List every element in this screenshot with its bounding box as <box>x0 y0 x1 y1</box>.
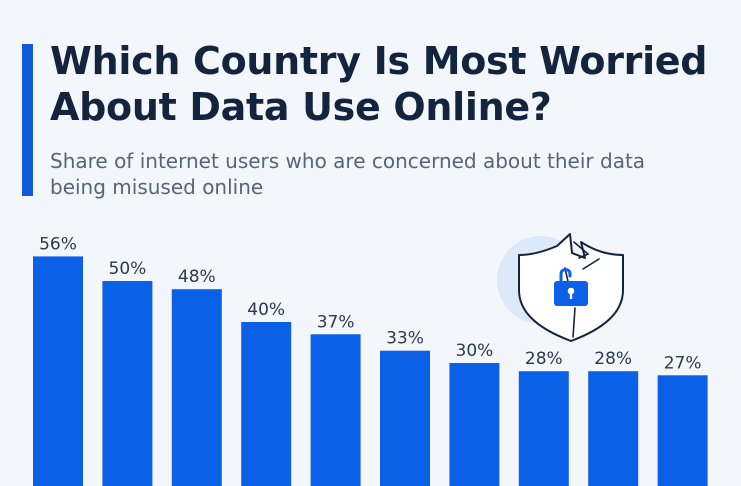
bar <box>380 350 430 486</box>
bar-value-label: 37% <box>317 312 355 332</box>
bar-value-label: 33% <box>386 329 424 349</box>
shield-unlocked-padlock-icon <box>497 233 624 342</box>
bar-value-label: 48% <box>178 267 216 287</box>
bar <box>588 371 639 486</box>
bar <box>657 375 708 486</box>
bar <box>102 281 153 486</box>
title-accent-bar <box>22 44 33 196</box>
page-subtitle: Share of internet users who are concerne… <box>50 149 646 199</box>
bar <box>33 256 83 486</box>
bar <box>449 363 500 486</box>
bar <box>241 322 292 486</box>
bar <box>518 371 569 486</box>
bar <box>310 334 361 486</box>
bar-value-label: 56% <box>39 234 77 254</box>
bar-value-label: 27% <box>664 353 702 373</box>
page-title: Which Country Is Most Worried About Data… <box>50 39 708 129</box>
bar-value-label: 30% <box>456 341 494 361</box>
bar-value-label: 28% <box>594 349 632 369</box>
bar-value-label: 40% <box>247 300 285 320</box>
bar-value-label: 50% <box>109 259 147 279</box>
bar-value-label: 28% <box>525 349 563 369</box>
bar <box>171 289 222 486</box>
